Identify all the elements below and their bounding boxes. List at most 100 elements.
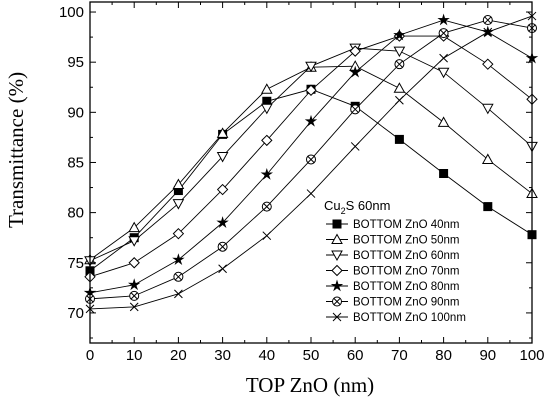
legend-label: BOTTOM ZnO 50nm (353, 235, 460, 247)
data-point (482, 15, 493, 26)
data-point (393, 82, 406, 93)
legend-marker (330, 279, 344, 292)
y-tick-label: 100 (59, 4, 84, 21)
y-tick-label: 80 (67, 205, 84, 222)
x-tick-label: 70 (391, 347, 408, 364)
data-point (172, 227, 185, 240)
data-point (304, 114, 318, 127)
legend-item: BOTTOM ZnO 80nm (326, 279, 460, 293)
legend-title: Cu2S 60nm (324, 198, 390, 216)
data-point (128, 257, 140, 269)
data-point (260, 167, 274, 180)
data-point (350, 142, 360, 151)
data-point (439, 169, 449, 179)
x-tick-label: 0 (86, 347, 94, 364)
legend-label: BOTTOM ZnO 80nm (353, 281, 460, 293)
data-point (306, 189, 316, 198)
x-tick-label: 10 (126, 347, 143, 364)
data-point (260, 83, 273, 94)
data-point (481, 153, 494, 164)
data-point (437, 13, 450, 26)
data-point (437, 116, 450, 127)
data-point (350, 104, 361, 115)
data-point (394, 134, 404, 144)
x-tick-label: 100 (519, 347, 544, 364)
data-point (260, 103, 273, 115)
data-point (174, 289, 183, 299)
data-point (128, 221, 141, 233)
data-point (305, 61, 317, 73)
data-point (437, 67, 450, 79)
legend-item: BOTTOM ZnO 40nm (326, 219, 460, 231)
x-tick-label: 40 (258, 347, 275, 364)
data-point (305, 84, 317, 96)
y-tick-label: 85 (67, 154, 84, 171)
data-point (261, 201, 272, 212)
legend-marker (331, 264, 343, 277)
y-tick-label: 70 (67, 305, 84, 322)
x-tick-label: 30 (214, 347, 231, 364)
x-tick-label: 50 (303, 347, 320, 364)
legend-marker (332, 312, 342, 322)
series-4 (84, 30, 538, 283)
legend-marker (331, 233, 343, 244)
legend-item: BOTTOM ZnO 100nm (326, 312, 466, 324)
series-line (89, 47, 533, 262)
legend-marker (331, 250, 343, 262)
data-point (393, 46, 406, 58)
axes: 0 10 20 30 40 50 60 70 80 90 100 70 75 80 85 90 95 100 (59, 1, 545, 364)
legend-item: BOTTOM ZnO 60nm (326, 250, 460, 262)
data-point (216, 151, 229, 163)
y-tick-label: 75 (67, 255, 84, 272)
data-point (127, 278, 141, 291)
series-6 (85, 15, 537, 304)
data-point (173, 271, 184, 282)
data-point (172, 199, 185, 210)
data-point (216, 216, 229, 228)
y-tick-label: 90 (67, 104, 84, 121)
data-point (306, 154, 316, 165)
series-layer (83, 11, 539, 314)
data-point (393, 28, 406, 41)
x-axis-title: TOP ZnO (nm) (246, 373, 374, 397)
legend-label: BOTTOM ZnO 100nm (353, 312, 466, 324)
x-tick-label: 20 (170, 347, 187, 364)
legend-marker (332, 219, 342, 229)
data-point (129, 290, 140, 301)
data-point (395, 95, 404, 105)
data-point (172, 253, 185, 266)
x-tick-label: 60 (347, 347, 364, 364)
data-point (394, 59, 405, 70)
series-7 (85, 11, 537, 314)
legend-item: BOTTOM ZnO 90nm (326, 296, 460, 309)
data-point (261, 134, 273, 147)
data-point (348, 65, 362, 78)
data-point (482, 58, 494, 70)
y-axis-title: Transmittance (%) (4, 72, 28, 228)
legend-item: BOTTOM ZnO 50nm (326, 233, 460, 247)
data-point (438, 28, 449, 39)
data-point (483, 27, 493, 37)
data-point (481, 103, 494, 115)
legend-label: BOTTOM ZnO 70nm (353, 266, 460, 278)
data-point (439, 53, 448, 63)
x-tick-label: 80 (435, 347, 452, 364)
legend: Cu2S 60nm BOTTOM ZnO 40nm BOTTOM ZnO 50nm… (324, 198, 466, 324)
legend-marker (332, 296, 342, 307)
legend-label: BOTTOM ZnO 40nm (353, 219, 460, 231)
data-point (218, 264, 227, 274)
legend-label: BOTTOM ZnO 60nm (353, 250, 460, 262)
plot-frame (89, 1, 533, 344)
data-point (128, 236, 141, 247)
legend-label: BOTTOM ZnO 90nm (353, 297, 460, 309)
data-point (129, 302, 139, 312)
x-tick-label: 90 (479, 347, 496, 364)
data-point (349, 45, 361, 57)
y-tick-label: 95 (67, 54, 84, 71)
data-point (483, 202, 493, 212)
legend-item: BOTTOM ZnO 70nm (326, 264, 460, 278)
data-point (216, 127, 229, 138)
data-point (262, 231, 272, 241)
data-point (172, 178, 185, 190)
